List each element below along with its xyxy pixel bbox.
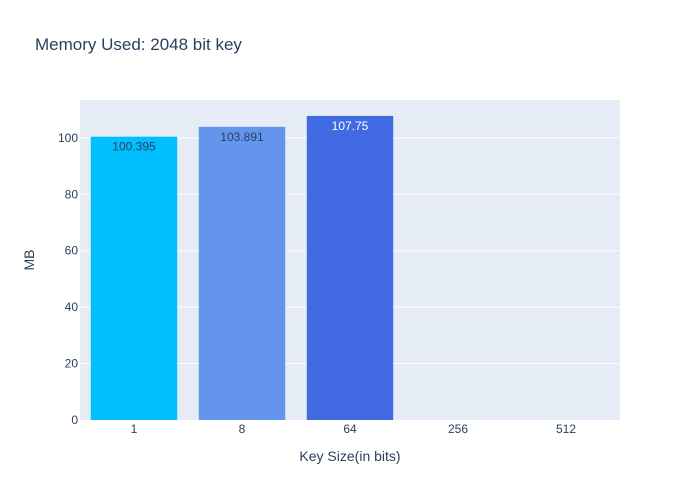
bar-64: [306, 115, 394, 420]
y-axis-ticks: 0 20 40 60 80 100: [58, 131, 78, 427]
bars: [90, 115, 394, 420]
y-tick-label: 40: [65, 300, 79, 314]
x-tick-label: 512: [556, 422, 576, 436]
data-label-1: 100.395: [112, 140, 156, 154]
x-tick-label: 64: [343, 422, 357, 436]
data-labels: 100.395 103.891 107.75: [112, 119, 368, 154]
y-tick-label: 20: [65, 357, 79, 371]
y-tick-label: 0: [71, 413, 78, 427]
y-tick-label: 100: [58, 131, 78, 145]
x-tick-label: 1: [131, 422, 138, 436]
y-tick-label: 60: [65, 244, 79, 258]
chart-title: Memory Used: 2048 bit key: [35, 35, 242, 54]
x-tick-label: 256: [448, 422, 468, 436]
x-tick-label: 8: [239, 422, 246, 436]
data-label-8: 103.891: [220, 130, 264, 144]
bar-1: [90, 136, 178, 420]
bar-8: [198, 126, 286, 420]
x-axis-title: Key Size(in bits): [299, 448, 400, 464]
y-tick-label: 80: [65, 187, 79, 201]
x-axis-ticks: 1 8 64 256 512: [131, 422, 577, 436]
data-label-64: 107.75: [332, 119, 369, 133]
y-axis-title: MB: [21, 250, 37, 271]
